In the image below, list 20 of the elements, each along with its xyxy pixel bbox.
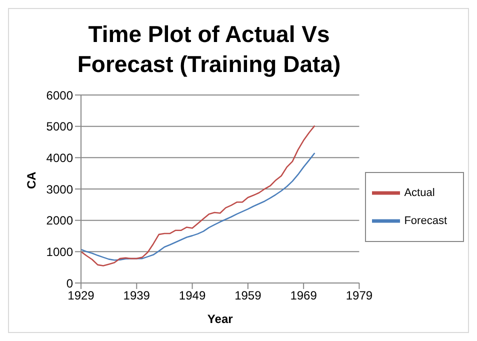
y-tick-label: 4000 — [46, 150, 74, 165]
y-tick-label: 2000 — [46, 214, 74, 228]
x-tick-label: 1969 — [290, 288, 318, 303]
y-tick-label: 5000 — [46, 120, 74, 134]
x-tick-label: 1959 — [234, 288, 262, 303]
x-tick-label: 1949 — [178, 288, 206, 303]
legend-label: Forecast — [404, 214, 447, 227]
y-tick-label: 1000 — [46, 244, 74, 259]
line-series — [81, 152, 316, 261]
y-tick-label: 0 — [66, 276, 74, 290]
x-axis-title: Year — [207, 312, 234, 326]
chart-title: Time Plot of Actual Vs Forecast (Training Data) — [76, 20, 342, 79]
x-tick-label: 1939 — [123, 288, 150, 303]
y-tick-label: 6000 — [46, 88, 74, 102]
x-tick-label: 1979 — [346, 288, 373, 303]
x-tick-label: 1929 — [68, 288, 95, 303]
legend-label: Actual — [404, 186, 435, 199]
y-tick-label: 3000 — [46, 182, 74, 196]
y-axis-title: CA — [24, 171, 38, 189]
line-series — [81, 125, 316, 266]
